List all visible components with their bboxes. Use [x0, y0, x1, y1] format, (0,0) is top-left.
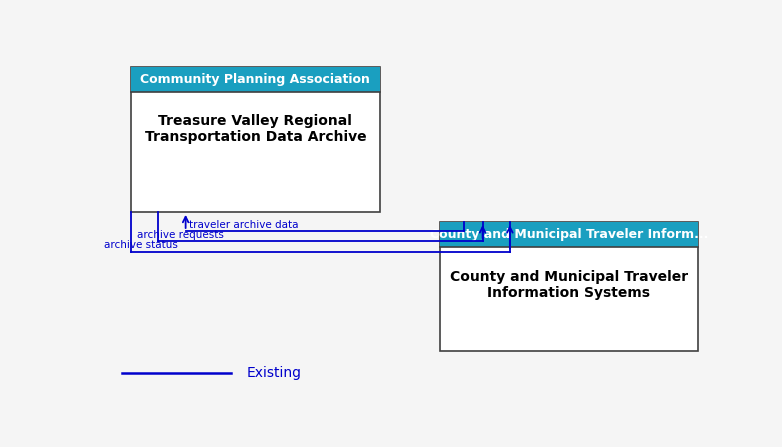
- Text: Treasure Valley Regional
Transportation Data Archive: Treasure Valley Regional Transportation …: [145, 114, 366, 144]
- Text: archive status: archive status: [104, 240, 178, 250]
- Text: County and Municipal Traveler
Information Systems: County and Municipal Traveler Informatio…: [450, 270, 688, 300]
- Bar: [131, 67, 379, 212]
- Text: archive requests: archive requests: [137, 230, 224, 240]
- Text: Community Planning Association: Community Planning Association: [141, 73, 370, 86]
- Text: Existing: Existing: [246, 366, 301, 380]
- Bar: [131, 67, 379, 92]
- Text: traveler archive data: traveler archive data: [188, 219, 298, 229]
- Text: County and Municipal Traveler Inform...: County and Municipal Traveler Inform...: [430, 228, 708, 241]
- Bar: [440, 222, 698, 247]
- Bar: [440, 222, 698, 351]
